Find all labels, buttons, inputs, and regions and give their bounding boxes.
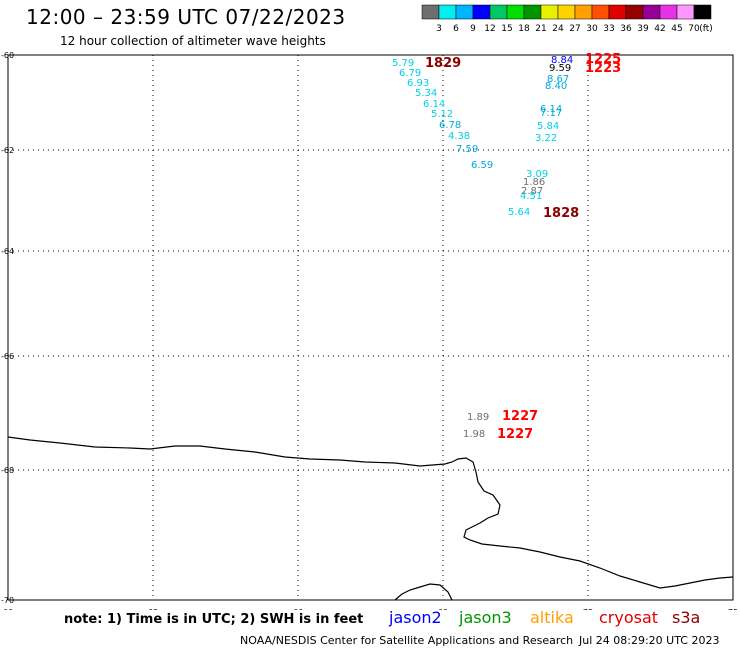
lat-tick-label: -70 — [1, 596, 14, 605]
credit-text: NOAA/NESDIS Center for Satellite Applica… — [240, 634, 574, 647]
pass-time-label: 1227 — [502, 409, 538, 424]
pass-time-label: 1828 — [543, 206, 579, 221]
legend-label: 70 — [688, 24, 700, 34]
legend-label: 36 — [620, 24, 632, 34]
wave-height-label: 6.14 — [540, 104, 562, 115]
wave-height-label: 9.59 — [549, 63, 571, 74]
legend-label: 45 — [671, 24, 682, 34]
map-frame — [7, 54, 734, 601]
lon-tick-label: 75 — [728, 608, 738, 610]
lat-tick-label: -64 — [1, 247, 14, 256]
wave-height-label: 2.87 — [521, 186, 543, 197]
legend-label: 12 — [484, 24, 495, 34]
legend-label: 30 — [586, 24, 598, 34]
wave-height-label: 6.59 — [471, 160, 493, 171]
wave-height-label: 6.14 — [423, 99, 445, 110]
wave-height-label: 6.78 — [439, 120, 461, 131]
wave-height-label: 6.93 — [407, 78, 429, 89]
wave-height-label: 4.38 — [448, 131, 470, 142]
lon-tick-label: 69 — [438, 608, 448, 610]
lat-tick-label: -66 — [1, 352, 14, 361]
wave-height-label: 4.51 — [520, 191, 542, 202]
lat-tick-label: -68 — [1, 466, 14, 475]
pass-time-label: 1223 — [585, 61, 621, 76]
wave-height-label: 8.84 — [551, 55, 573, 66]
generated-timestamp: Jul 24 08:29:20 UTC 2023 — [579, 634, 720, 647]
legend-label: 24 — [552, 24, 564, 34]
wave-height-label: 3.22 — [535, 133, 557, 144]
legend-label: 39 — [637, 24, 649, 34]
pass-time-label: 1829 — [425, 56, 461, 71]
legend-swatch — [693, 4, 712, 20]
wave-height-label: 7.59 — [456, 144, 478, 155]
map-title: 12:00 – 23:59 UTC 07/22/2023 — [26, 5, 346, 29]
pass-time-label: 1225 — [585, 52, 621, 67]
legend-label: 42 — [654, 24, 665, 34]
footer-note: note: 1) Time is in UTC; 2) SWH is in fe… — [64, 612, 364, 627]
altimeter-map: 5.796.796.935.346.145.126.784.387.596.59… — [1, 51, 738, 610]
legend-label: 15 — [501, 24, 512, 34]
wave-height-label: 1.86 — [523, 177, 545, 188]
legend-label: 3 — [436, 24, 442, 34]
wave-height-label: 1.89 — [467, 412, 489, 423]
wave-height-legend: 3 6 9 12 15 18 21 24 27 30 33 36 39 42 45 70 (ft) — [421, 4, 713, 34]
legend-label: 6 — [453, 24, 459, 34]
satellite-label-cryosat: cryosat — [599, 608, 659, 627]
satellite-label-s3a: s3a — [672, 608, 701, 627]
map-subtitle: 12 hour collection of altimeter wave hei… — [60, 34, 326, 48]
pass-time-label: 1227 — [497, 427, 533, 442]
legend-label: 21 — [535, 24, 546, 34]
wave-height-label: 5.64 — [508, 207, 530, 218]
legend-unit: (ft) — [699, 24, 713, 34]
legend-label: 33 — [603, 24, 614, 34]
wave-height-label: 8.40 — [545, 81, 567, 92]
satellite-label-altika: altika — [530, 608, 574, 627]
wave-height-label: 6.79 — [399, 68, 421, 79]
wave-height-label: 1.98 — [463, 429, 485, 440]
lon-tick-label: 60 — [3, 608, 13, 610]
wave-height-label: 5.84 — [537, 121, 559, 132]
wave-height-label: 8.67 — [547, 74, 569, 85]
lat-tick-label: -62 — [1, 146, 14, 155]
legend-label: 18 — [518, 24, 530, 34]
lon-tick-label: 72 — [583, 608, 593, 610]
antarctic-coastline-south — [394, 583, 453, 601]
lon-tick-label: 63 — [148, 608, 158, 610]
legend-label: 27 — [569, 24, 580, 34]
wave-height-label: 5.34 — [415, 88, 437, 99]
wave-height-label: 5.12 — [431, 109, 453, 120]
satellite-label-jason2: jason2 — [389, 608, 442, 627]
lon-tick-label: 66 — [293, 608, 303, 610]
satellite-label-jason3: jason3 — [459, 608, 512, 627]
legend-label: 9 — [470, 24, 476, 34]
wave-height-label: 7.17 — [540, 108, 562, 119]
antarctic-coastline — [7, 436, 734, 589]
wave-height-label: 5.79 — [392, 58, 414, 69]
lat-tick-label: -60 — [1, 51, 14, 60]
wave-height-label: 3.09 — [526, 169, 548, 180]
